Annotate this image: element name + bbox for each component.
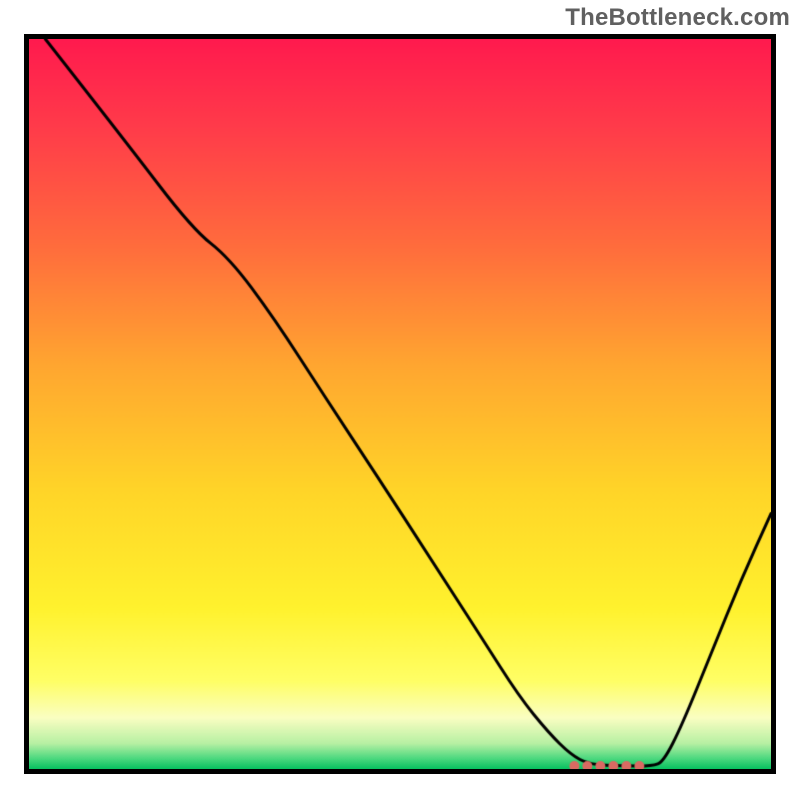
optimum-marker-strip bbox=[29, 39, 771, 769]
bottleneck-chart bbox=[24, 34, 776, 774]
watermark-text: TheBottleneck.com bbox=[565, 4, 790, 32]
